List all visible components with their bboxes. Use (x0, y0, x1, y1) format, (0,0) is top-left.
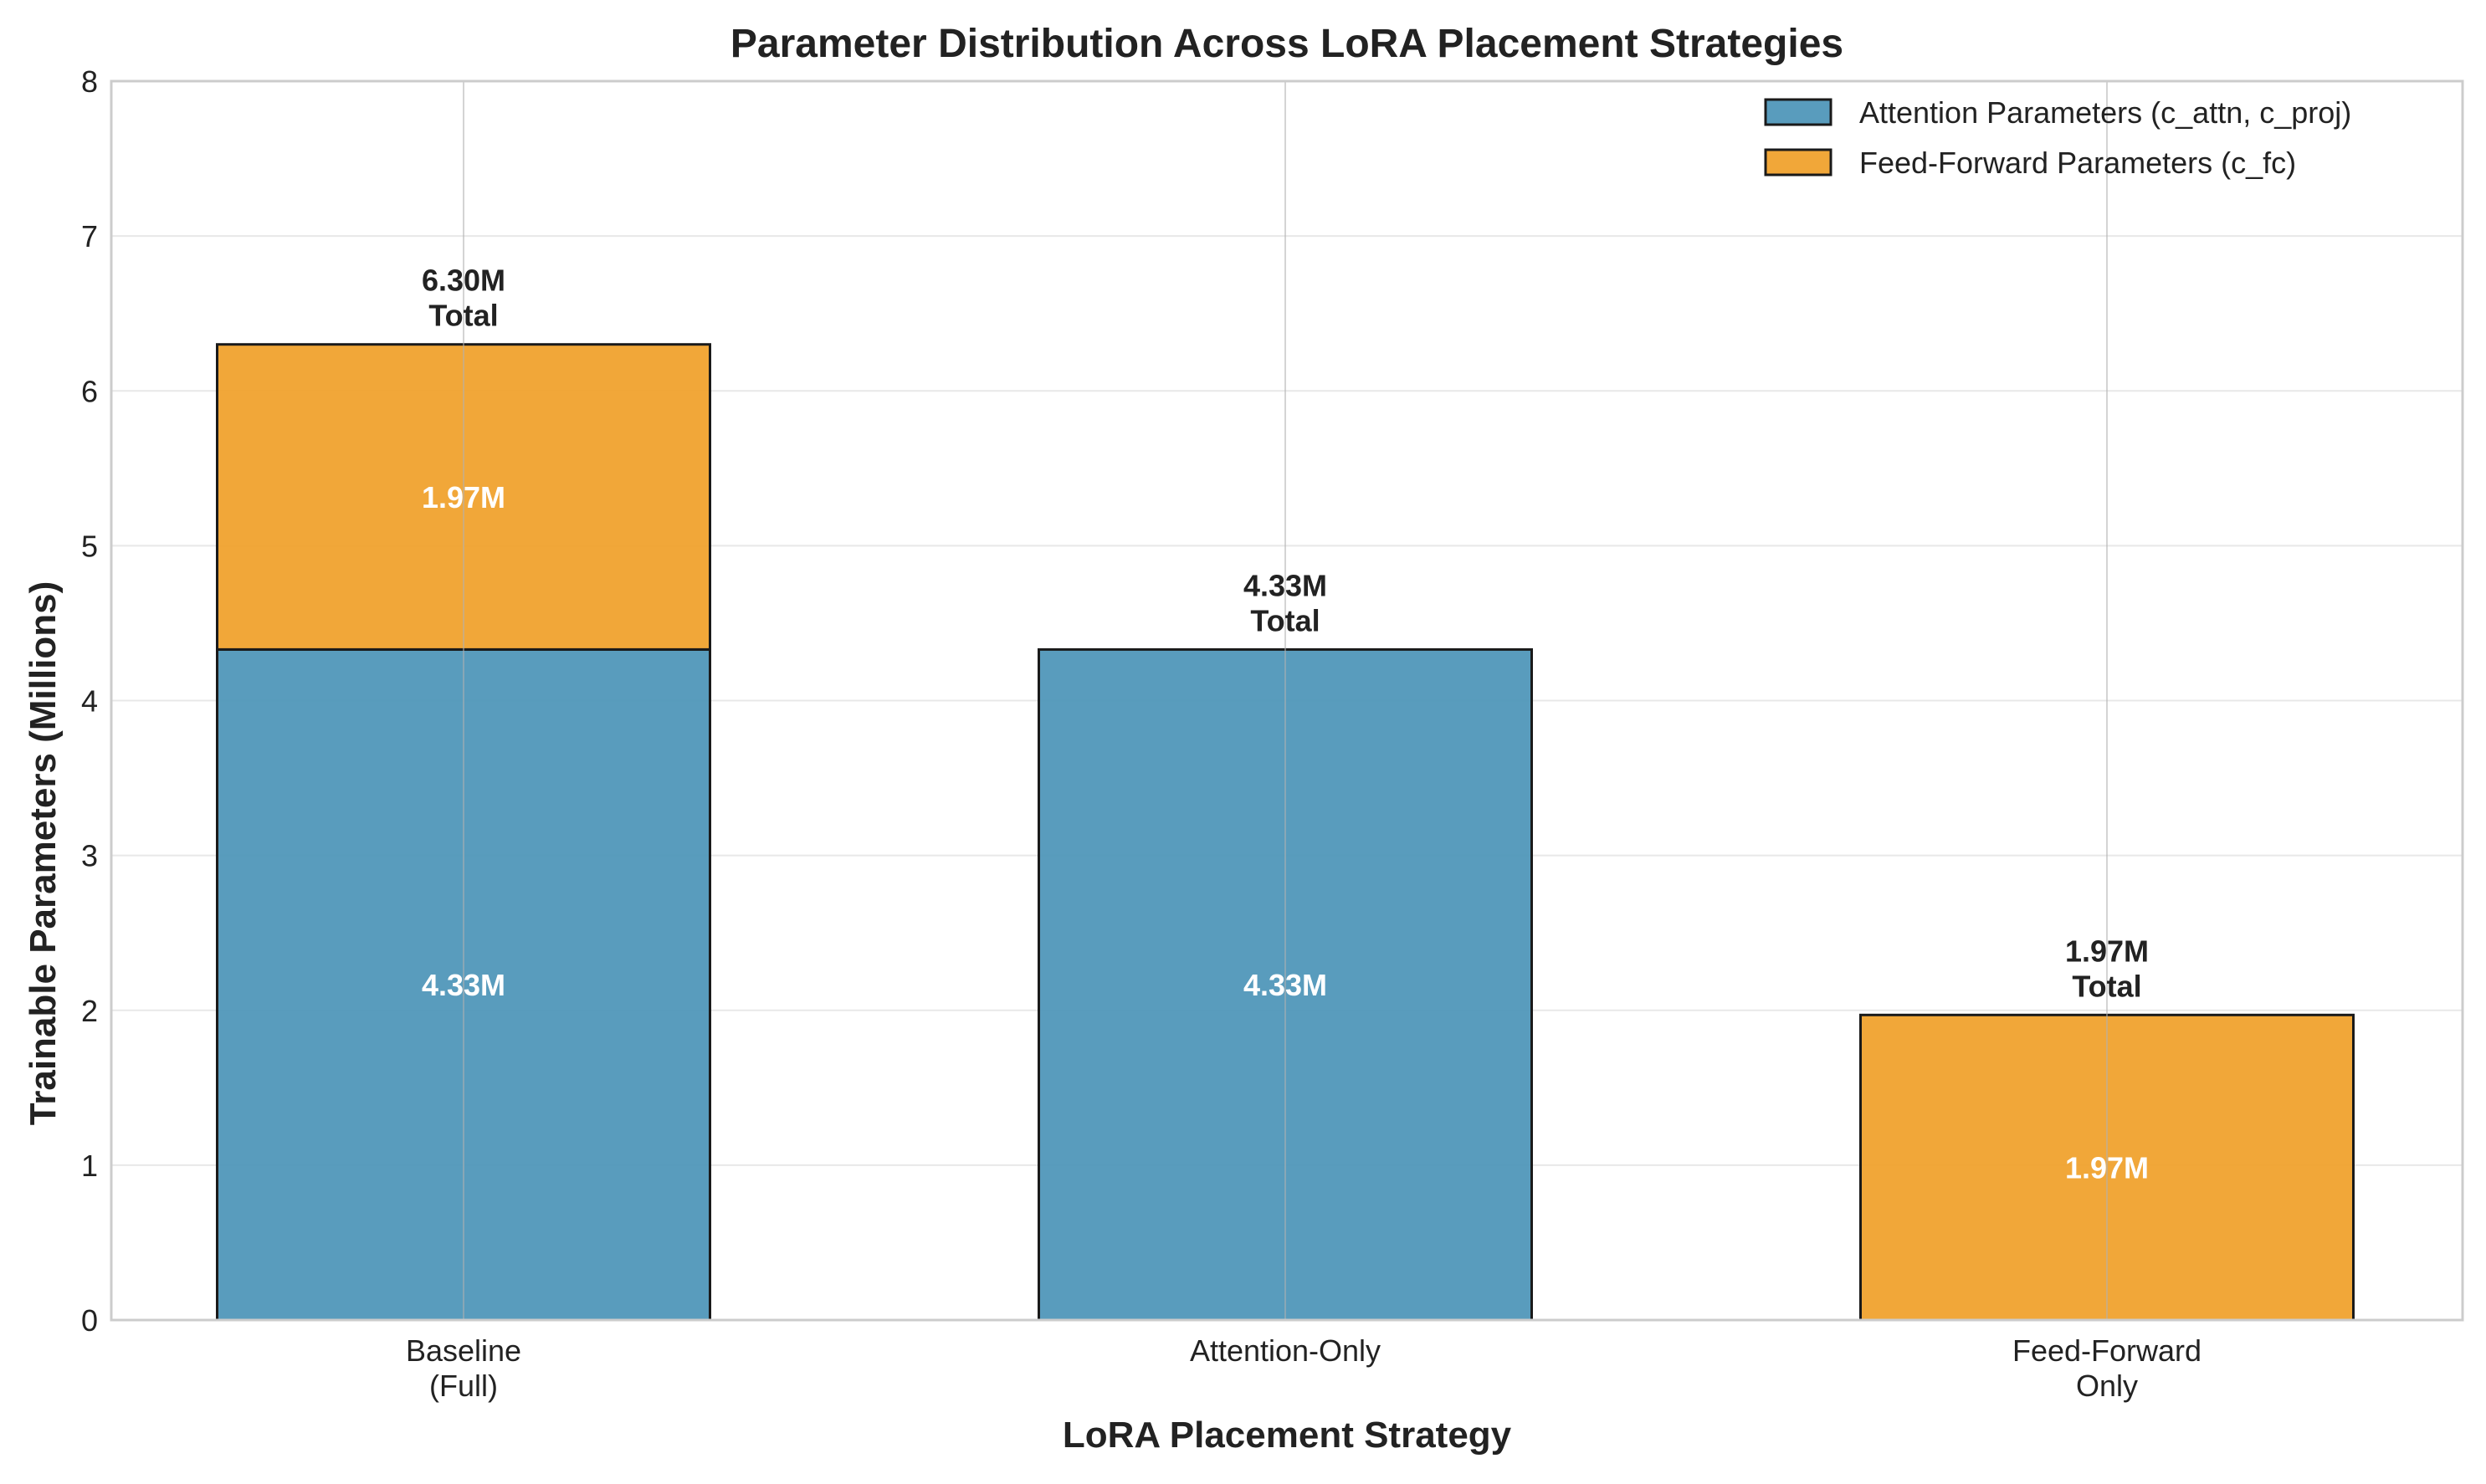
total-value-label: Total (1250, 603, 1320, 637)
total-value-label: 4.33M (1243, 568, 1327, 602)
x-axis-label: LoRA Placement Strategy (1063, 1415, 1512, 1456)
total-value-label: Total (428, 299, 498, 333)
y-axis-label: Trainable Parameters (Millions) (23, 581, 64, 1125)
x-tick-label: Attention-Only (1190, 1333, 1381, 1368)
y-tick-label: 6 (81, 374, 98, 408)
legend-swatch (1764, 148, 1832, 177)
vertical-gridlines (463, 81, 2108, 1320)
y-tick-label: 0 (81, 1303, 98, 1338)
segment-value-label: 4.33M (422, 968, 505, 1002)
y-tick-label: 8 (81, 64, 98, 99)
y-tick-label: 2 (81, 994, 98, 1028)
segment-value-label: 1.97M (2065, 1151, 2149, 1185)
x-tick-label: Feed-Forward (2012, 1333, 2202, 1368)
segment-value-label: 4.33M (1243, 968, 1327, 1002)
data-labels: 4.33M1.97M4.33M1.97M6.30MTotal4.33MTotal… (422, 264, 2149, 1185)
segment-value-label: 1.97M (422, 480, 505, 514)
y-tick-label: 7 (81, 219, 98, 253)
x-tick-label: Baseline (406, 1333, 521, 1368)
legend-label: Attention Parameters (c_attn, c_proj) (1859, 95, 2351, 130)
total-value-label: 6.30M (422, 264, 505, 298)
x-tick-label: Only (2076, 1369, 2138, 1403)
total-value-label: Total (2072, 969, 2141, 1003)
y-tick-label: 1 (81, 1149, 98, 1183)
legend-label: Feed-Forward Parameters (c_fc) (1859, 146, 2296, 180)
chart-title: Parameter Distribution Across LoRA Place… (730, 22, 1843, 66)
y-tick-label: 4 (81, 684, 98, 719)
x-tick-label: (Full) (429, 1369, 498, 1403)
tick-labels: 0 1 2 3 4 5 6 7 8 Baseline(Full) Attention-Only Fee… (81, 64, 2202, 1403)
plot-border (110, 79, 2464, 1322)
legend-swatch (1764, 98, 1832, 126)
plot-frame (110, 79, 2464, 1322)
total-value-label: 1.97M (2065, 934, 2149, 968)
legend: Attention Parameters (c_attn, c_proj) Fee… (1764, 95, 2351, 180)
y-tick-label: 3 (81, 839, 98, 873)
y-tick-label: 5 (81, 529, 98, 563)
